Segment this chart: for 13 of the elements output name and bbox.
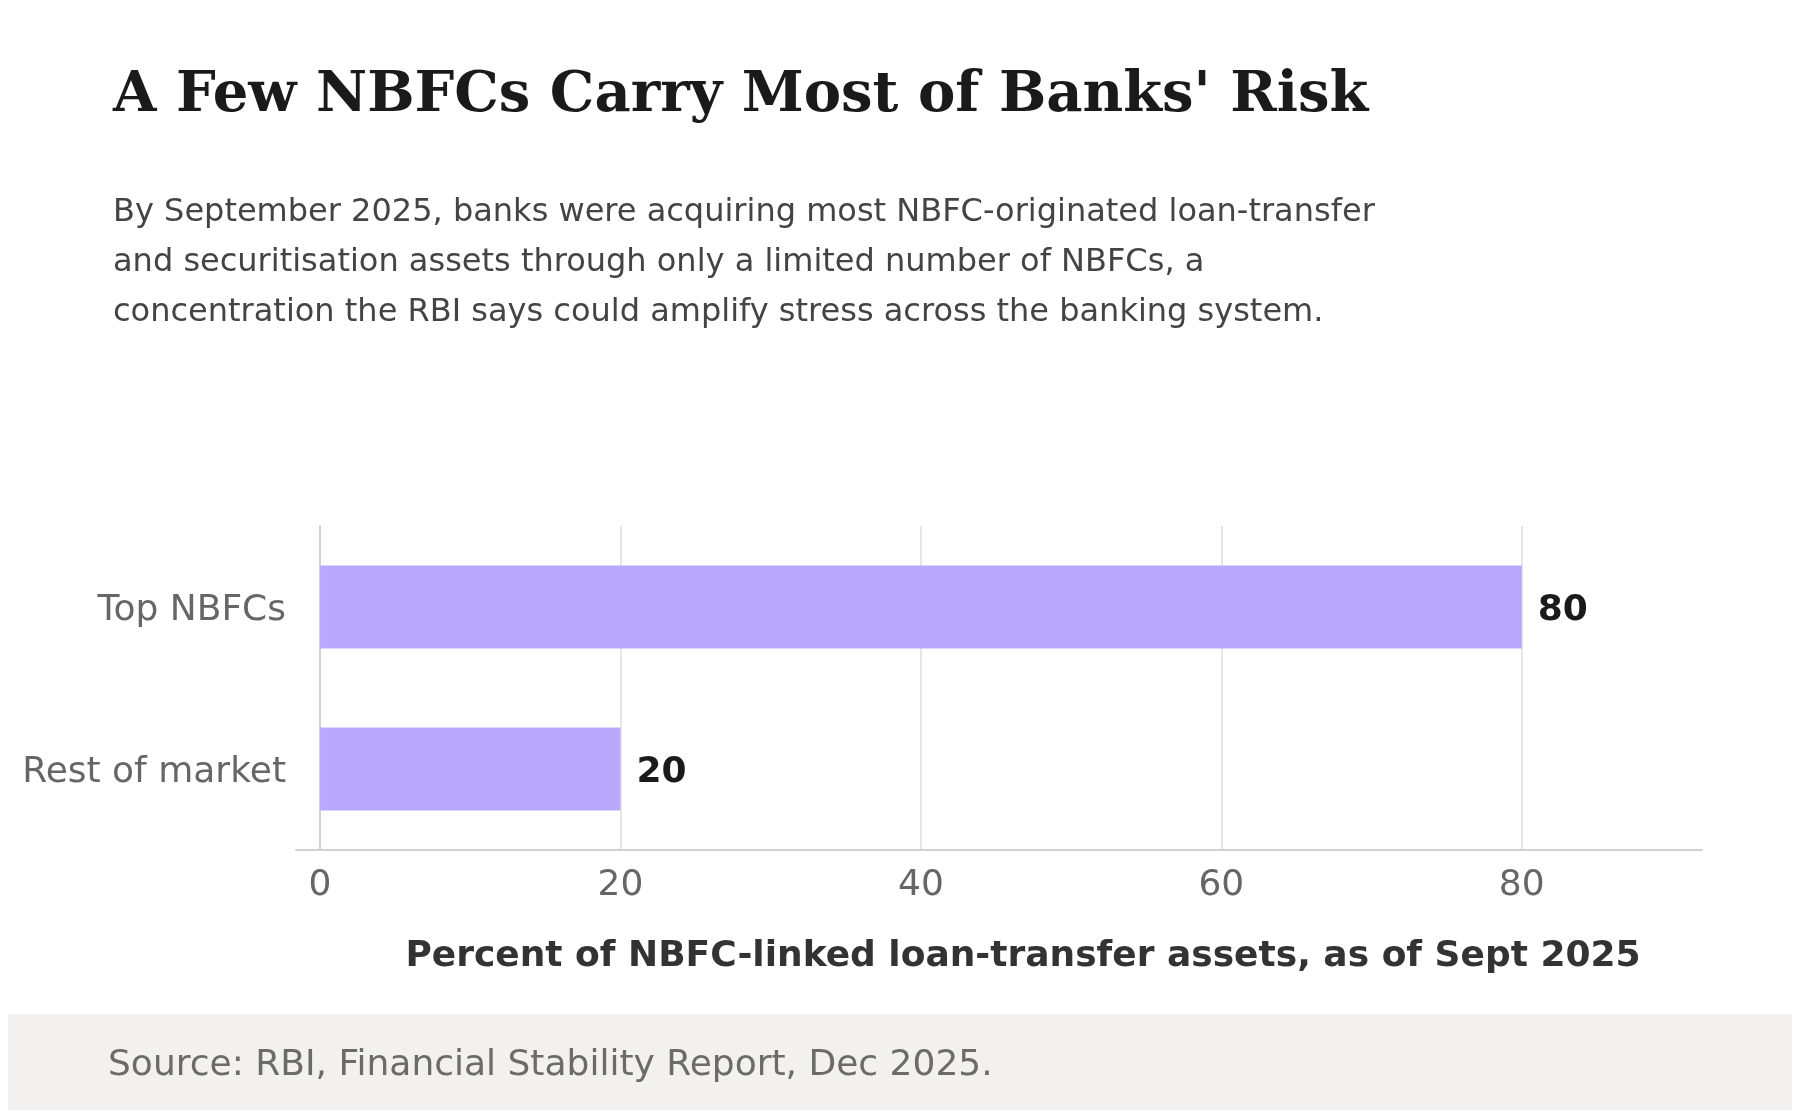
x-tick-label: 20 xyxy=(597,861,644,903)
x-tick-label: 0 xyxy=(308,861,332,903)
x-axis-title: Percent of NBFC-linked loan-transfer assets, as of Sept 2025 xyxy=(405,932,1641,974)
x-tick-label: 80 xyxy=(1498,861,1545,903)
data-label: 20 xyxy=(636,748,687,790)
x-tick-label: 60 xyxy=(1198,861,1245,903)
y-tick-label: Top NBFCs xyxy=(96,586,286,628)
chart-subtitle: By September 2025, banks were acquiring most NBFC-originated loan-transfer and securitisation assets through only a limited number of NBFCs, a concentration the RBI says could amplify stress across the banking system. xyxy=(113,191,1385,329)
chart-title: A Few NBFCs Carry Most of Banks' Risk xyxy=(112,58,1370,124)
x-tick-label: 40 xyxy=(897,861,944,903)
data-label: 80 xyxy=(1537,586,1588,628)
source-note: Source: RBI, Financial Stability Report, Dec 2025. xyxy=(108,1041,993,1083)
y-tick-label: Rest of market xyxy=(22,748,286,790)
